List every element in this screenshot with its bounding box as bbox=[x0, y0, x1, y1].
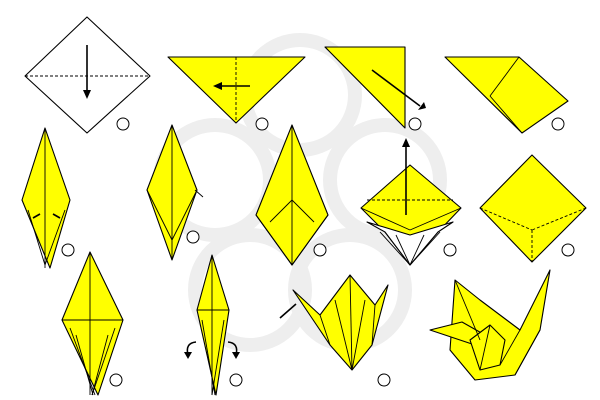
step-2-number bbox=[256, 118, 268, 130]
step-3-figure bbox=[325, 47, 426, 128]
step-10-figure bbox=[62, 252, 123, 395]
step-7-number bbox=[314, 244, 326, 256]
step-9-number bbox=[62, 244, 74, 256]
step-11-number bbox=[230, 374, 242, 386]
step-2-figure bbox=[168, 57, 305, 123]
step-10-number bbox=[110, 374, 122, 386]
step-4-number bbox=[552, 118, 564, 130]
step-1-figure bbox=[25, 17, 150, 133]
step-6-number bbox=[444, 244, 456, 256]
step-12-number bbox=[378, 374, 390, 386]
step-4-figure bbox=[445, 57, 568, 133]
step-3-number bbox=[409, 118, 421, 130]
step-1-number bbox=[117, 118, 129, 130]
step-5-number bbox=[562, 244, 574, 256]
step-8-number bbox=[187, 231, 199, 243]
finished-crane-figure bbox=[430, 270, 550, 380]
